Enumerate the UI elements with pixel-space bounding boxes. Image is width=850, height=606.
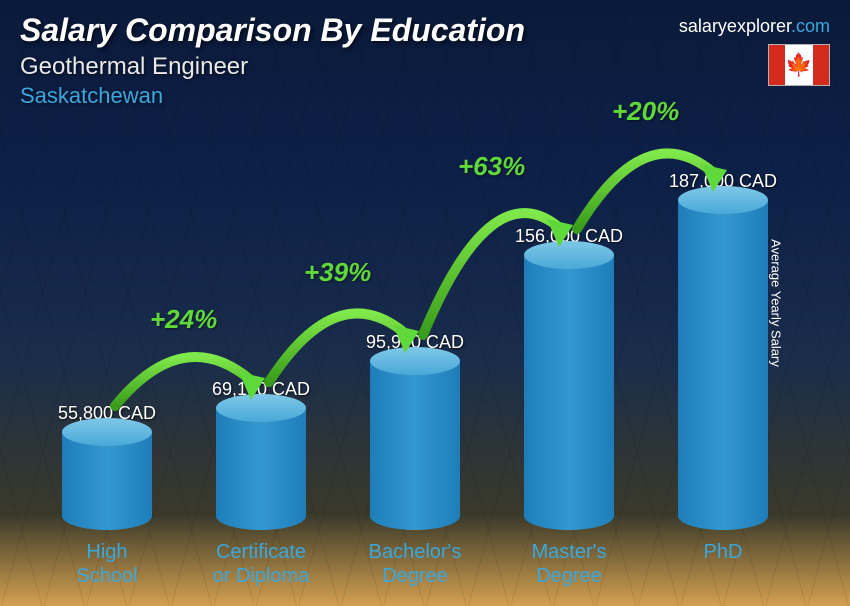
- bar: [62, 432, 152, 530]
- chart-subtitle1: Geothermal Engineer: [20, 53, 525, 81]
- brand-name: salaryexplorer: [679, 16, 791, 36]
- bar: [216, 408, 306, 530]
- chart-subtitle2: Saskatchewan: [20, 83, 525, 109]
- delta-label: +63%: [458, 151, 525, 182]
- bar-body: [524, 255, 614, 530]
- flag-leaf-icon: 🍁: [785, 45, 813, 85]
- delta-label: +20%: [612, 96, 679, 127]
- bar: [370, 361, 460, 530]
- bar-category-label: Certificateor Diploma: [213, 540, 310, 588]
- bar-column: 187,000 CADPhD: [646, 171, 800, 588]
- delta-label: +39%: [304, 257, 371, 288]
- bar-category-label: Master'sDegree: [532, 540, 607, 588]
- bar: [524, 255, 614, 530]
- bar-body: [216, 408, 306, 530]
- chart-title: Salary Comparison By Education: [20, 12, 525, 49]
- bar-body: [370, 361, 460, 530]
- brand-tld: .com: [791, 16, 830, 36]
- delta-label: +24%: [150, 304, 217, 335]
- bar-category-label: PhD: [704, 540, 743, 588]
- bar-cap: [216, 394, 306, 422]
- bar-cap: [524, 241, 614, 269]
- bar-column: 95,900 CADBachelor'sDegree: [338, 332, 492, 588]
- bar-chart: 55,800 CADHighSchool69,100 CADCertificat…: [30, 120, 800, 588]
- bar-category-label: Bachelor'sDegree: [369, 540, 462, 588]
- bar-category-label: HighSchool: [76, 540, 137, 588]
- header: Salary Comparison By Education Geotherma…: [20, 12, 525, 109]
- bar-body: [678, 200, 768, 530]
- bar-column: 156,000 CADMaster'sDegree: [492, 226, 646, 588]
- bar: [678, 200, 768, 530]
- bar-cap: [678, 186, 768, 214]
- bar-cap: [62, 418, 152, 446]
- country-flag-icon: 🍁: [768, 44, 830, 86]
- brand-label: salaryexplorer.com: [679, 16, 830, 37]
- bar-column: 69,100 CADCertificateor Diploma: [184, 379, 338, 588]
- bar-body: [62, 432, 152, 530]
- flag-band-right: [813, 45, 829, 85]
- flag-band-left: [769, 45, 785, 85]
- bar-column: 55,800 CADHighSchool: [30, 403, 184, 588]
- bar-cap: [370, 347, 460, 375]
- y-axis-label: Average Yearly Salary: [769, 239, 784, 367]
